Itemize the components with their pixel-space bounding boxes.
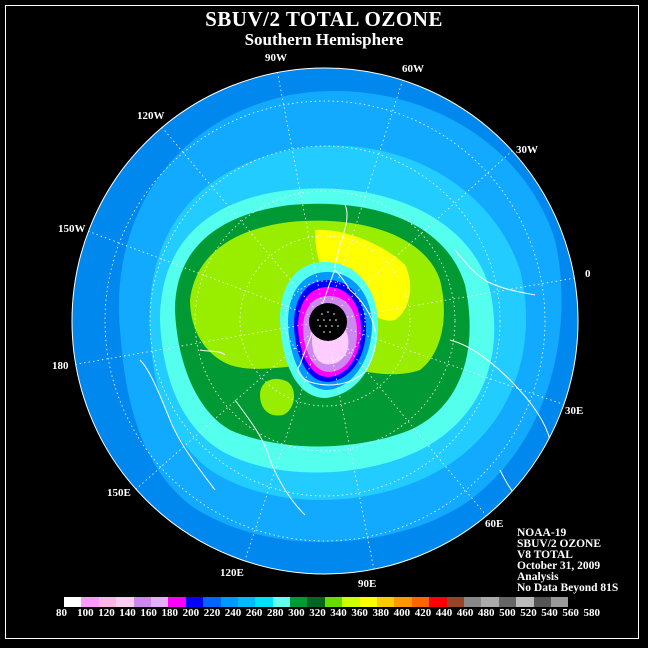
lon-label-150w: 150W <box>58 223 86 235</box>
data-info-block: NOAA-19 SBUV/2 OZONE V8 TOTAL October 31… <box>517 527 619 594</box>
colorbar-label: 360 <box>351 607 368 619</box>
colorbar-swatch <box>463 597 482 607</box>
colorbar-swatch <box>272 597 291 607</box>
colorbar-label: 500 <box>499 607 516 619</box>
colorbar <box>64 597 569 607</box>
lon-label-30e: 30E <box>565 405 584 417</box>
ozone-contour-380 <box>315 229 411 321</box>
colorbar-swatch <box>220 597 238 607</box>
colorbar-label: 80 <box>56 607 67 619</box>
colorbar-swatch <box>290 597 308 607</box>
colorbar-swatch <box>550 597 569 607</box>
colorbar-swatch <box>150 597 169 607</box>
no-data-dots <box>317 311 339 333</box>
info-satellite: NOAA-19 <box>517 527 567 539</box>
colorbar-swatch <box>359 597 378 607</box>
colorbar-swatch <box>394 597 412 607</box>
colorbar-label: 400 <box>393 607 411 619</box>
colorbar-label: 440 <box>435 607 453 619</box>
colorbar-label: 140 <box>119 607 136 619</box>
colorbar-label: 480 <box>478 607 495 619</box>
colorbar-swatch <box>411 597 430 607</box>
colorbar-label: 540 <box>541 607 558 619</box>
lon-label-60w: 60W <box>402 63 424 75</box>
colorbar-swatch <box>116 597 134 607</box>
coastlines <box>139 204 551 516</box>
colorbar-swatch <box>324 597 343 607</box>
lon-label-90w: 90W <box>265 52 287 64</box>
map-subtitle: Southern Hemisphere <box>244 30 404 49</box>
map-title: SBUV/2 TOTAL OZONE <box>205 7 443 31</box>
colorbar-swatch <box>185 597 204 607</box>
colorbar-label: 120 <box>98 607 115 619</box>
colorbar-swatch <box>377 597 395 607</box>
colorbar-swatch <box>237 597 256 607</box>
lon-label-0: 0 <box>585 268 591 280</box>
colorbar-label: 520 <box>520 607 537 619</box>
lon-label-180: 180 <box>52 360 69 372</box>
colorbar-label: 460 <box>456 607 474 619</box>
info-type: Analysis <box>517 571 559 583</box>
colorbar-label: 180 <box>161 607 179 619</box>
colorbar-swatch <box>533 597 551 607</box>
ozone-secondary-max <box>260 378 295 416</box>
colorbar-swatch <box>64 597 82 607</box>
colorbar-label: 340 <box>330 607 347 619</box>
colorbar-label: 420 <box>414 607 432 619</box>
colorbar-label: 160 <box>140 607 157 619</box>
colorbar-label: 380 <box>372 607 390 619</box>
colorbar-swatch <box>498 597 517 607</box>
lon-label-60e: 60E <box>485 518 504 530</box>
colorbar-label: 300 <box>288 607 305 619</box>
colorbar-label: 200 <box>182 607 200 619</box>
lon-label-150e: 150E <box>107 487 131 499</box>
info-version: V8 TOTAL <box>517 549 573 561</box>
colorbar-swatch <box>446 597 464 607</box>
colorbar-label: 220 <box>203 607 221 619</box>
colorbar-label: 580 <box>583 607 601 619</box>
colorbar-label: 260 <box>245 607 263 619</box>
colorbar-swatch <box>255 597 273 607</box>
colorbar-swatch <box>98 597 117 607</box>
colorbar-swatch <box>342 597 360 607</box>
no-data-polar-mask <box>309 303 347 341</box>
colorbar-swatch <box>429 597 447 607</box>
colorbar-swatch <box>307 597 325 607</box>
colorbar-label: 560 <box>562 607 579 619</box>
lon-label-120e: 120E <box>220 567 244 579</box>
colorbar-label: 320 <box>309 607 326 619</box>
colorbar-swatch <box>481 597 499 607</box>
info-product: SBUV/2 OZONE <box>517 538 602 550</box>
info-date: October 31, 2009 <box>517 560 601 572</box>
map-border <box>71 67 579 575</box>
colorbar-swatch <box>168 597 186 607</box>
colorbar-label: 240 <box>224 607 242 619</box>
graticule <box>72 69 576 574</box>
colorbar-swatch <box>81 597 99 607</box>
colorbar-label: 280 <box>267 607 284 619</box>
colorbar-swatch <box>133 597 151 607</box>
colorbar-label: 100 <box>77 607 94 619</box>
info-note: No Data Beyond 81S <box>517 582 619 594</box>
lon-label-30w: 30W <box>516 144 538 156</box>
colorbar-swatch <box>203 597 221 607</box>
lon-label-90e: 90E <box>358 578 377 590</box>
figure-frame <box>5 5 639 639</box>
lon-label-120w: 120W <box>137 110 165 122</box>
colorbar-swatch <box>516 597 534 607</box>
